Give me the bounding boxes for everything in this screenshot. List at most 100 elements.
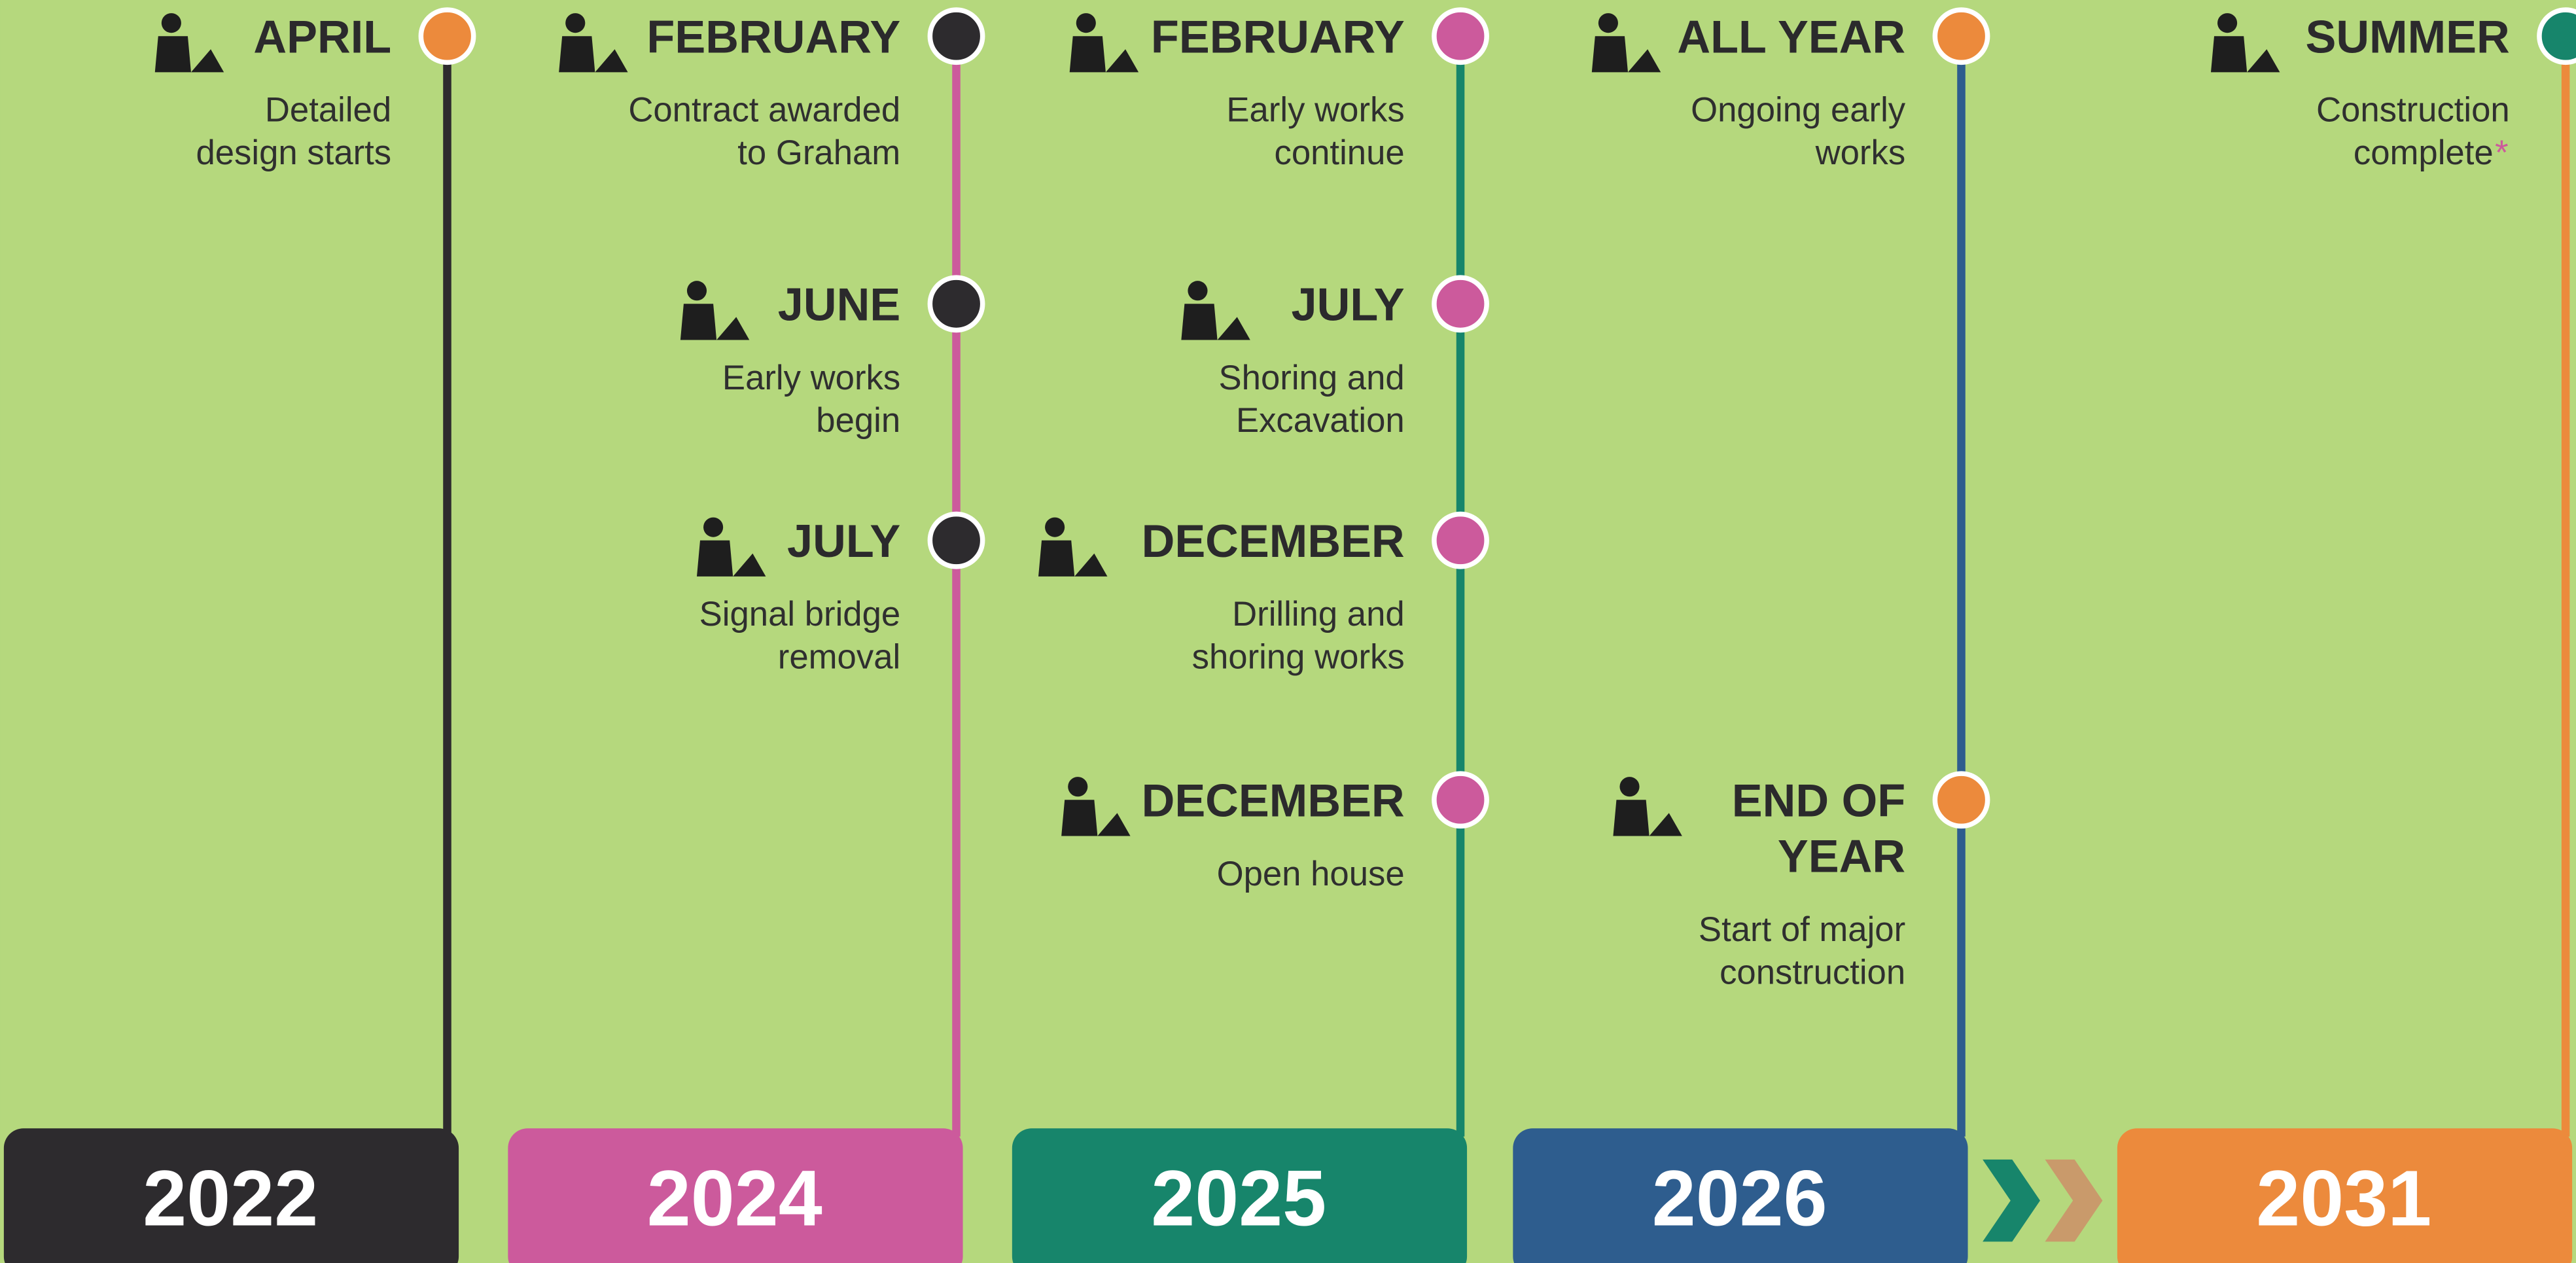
year-label: 2026 bbox=[1652, 1154, 1827, 1242]
icon-part bbox=[1217, 317, 1250, 340]
icon-part bbox=[1061, 800, 1098, 836]
event-description: Excavation bbox=[1236, 401, 1405, 440]
event-description: design starts bbox=[196, 133, 391, 172]
icon-part bbox=[1188, 281, 1208, 301]
event-description: begin bbox=[816, 401, 900, 440]
event-description: shoring works bbox=[1192, 637, 1405, 676]
event-title: END OF bbox=[1732, 774, 1905, 826]
year-box bbox=[508, 1128, 963, 1263]
icon-part bbox=[1045, 517, 1065, 537]
event-title: FEBRUARY bbox=[1151, 10, 1405, 62]
event-title: SUMMER bbox=[2305, 10, 2509, 62]
event-dot bbox=[1932, 771, 1990, 829]
event-title: FEBRUARY bbox=[646, 10, 900, 62]
icon bbox=[1591, 13, 1661, 73]
icon bbox=[1038, 517, 1108, 577]
icon-part bbox=[703, 517, 724, 537]
chevron bbox=[2045, 1159, 2103, 1242]
icon bbox=[1181, 281, 1250, 340]
icon bbox=[1069, 13, 1139, 73]
icon-part bbox=[1598, 13, 1618, 33]
icon-part bbox=[1038, 540, 1075, 577]
icon-part bbox=[1619, 777, 1640, 797]
event-description: removal bbox=[778, 637, 900, 676]
icon bbox=[2210, 13, 2280, 73]
year-label: 2025 bbox=[1151, 1154, 1326, 1242]
event-description: Early works bbox=[1226, 91, 1404, 130]
icon-part bbox=[1097, 813, 1131, 836]
event-dot bbox=[1432, 7, 1489, 65]
icon-part bbox=[2247, 49, 2280, 73]
event-title: ALL YEAR bbox=[1677, 10, 1905, 62]
icon-part bbox=[2210, 36, 2248, 73]
icon-part bbox=[565, 13, 586, 33]
event-description: Ongoing early bbox=[1691, 91, 1906, 130]
icon-part bbox=[190, 49, 224, 73]
icon-part bbox=[680, 304, 717, 340]
event-dot bbox=[1432, 275, 1489, 333]
icon-part bbox=[716, 317, 750, 340]
year-label: 2022 bbox=[143, 1154, 318, 1242]
event-description: construction bbox=[1720, 953, 1905, 991]
event-description: Early works bbox=[722, 359, 900, 397]
icon-part bbox=[1591, 36, 1629, 73]
icon bbox=[1061, 777, 1131, 836]
icon-part bbox=[733, 553, 766, 577]
icon-part bbox=[154, 36, 191, 73]
icon-part bbox=[686, 281, 707, 301]
event-dot bbox=[418, 7, 476, 65]
year-label: 2024 bbox=[647, 1154, 822, 1242]
event-description: Start of major bbox=[1699, 910, 1905, 949]
year-label: 2031 bbox=[2256, 1154, 2431, 1242]
event-description: to Graham bbox=[737, 133, 900, 172]
icon-part bbox=[2217, 13, 2238, 33]
icon-part bbox=[1068, 777, 1088, 797]
event-dot bbox=[927, 7, 985, 65]
year-box bbox=[1513, 1128, 1968, 1263]
event-dot bbox=[1432, 511, 1489, 569]
event-title: YEAR bbox=[1778, 830, 1905, 882]
event-title: DECEMBER bbox=[1142, 515, 1405, 567]
event-description: Contract awarded bbox=[628, 91, 900, 130]
year-box bbox=[1012, 1128, 1468, 1263]
event-description: Drilling and bbox=[1232, 595, 1405, 633]
event-title: JULY bbox=[1292, 278, 1405, 330]
icon-part bbox=[1181, 304, 1218, 340]
icon-part bbox=[161, 13, 181, 33]
event-description: complete bbox=[2354, 133, 2494, 172]
event-title: DECEMBER bbox=[1142, 774, 1405, 826]
icon-part bbox=[1649, 813, 1682, 836]
icon-part bbox=[1613, 800, 1650, 836]
icon bbox=[696, 517, 766, 577]
event-dot bbox=[1432, 771, 1489, 829]
icon bbox=[1613, 777, 1682, 836]
event-description: works bbox=[1815, 133, 1906, 172]
icon-part bbox=[559, 36, 595, 73]
event-description: Signal bridge bbox=[699, 595, 901, 633]
year-box bbox=[2117, 1128, 2573, 1263]
icon-part bbox=[1628, 49, 1661, 73]
event-title: APRIL bbox=[253, 10, 391, 62]
chevron bbox=[1983, 1159, 2040, 1242]
icon bbox=[154, 13, 224, 73]
year-box bbox=[3, 1128, 459, 1263]
event-description: Construction bbox=[2316, 91, 2510, 130]
event-dot bbox=[927, 275, 985, 333]
event-description: Detailed bbox=[265, 91, 391, 130]
icon bbox=[559, 13, 628, 73]
event-title: JULY bbox=[787, 515, 900, 567]
icon bbox=[680, 281, 750, 340]
icon-part bbox=[1105, 49, 1139, 73]
event-description: Open house bbox=[1217, 855, 1405, 893]
footnote-mark: * bbox=[2495, 133, 2509, 172]
event-dot bbox=[2537, 7, 2576, 65]
event-title: JUNE bbox=[778, 278, 900, 330]
icon-part bbox=[1074, 553, 1108, 577]
event-dot bbox=[1932, 7, 1990, 65]
event-description: continue bbox=[1274, 133, 1404, 172]
icon-part bbox=[1076, 13, 1096, 33]
icon-part bbox=[595, 49, 628, 73]
